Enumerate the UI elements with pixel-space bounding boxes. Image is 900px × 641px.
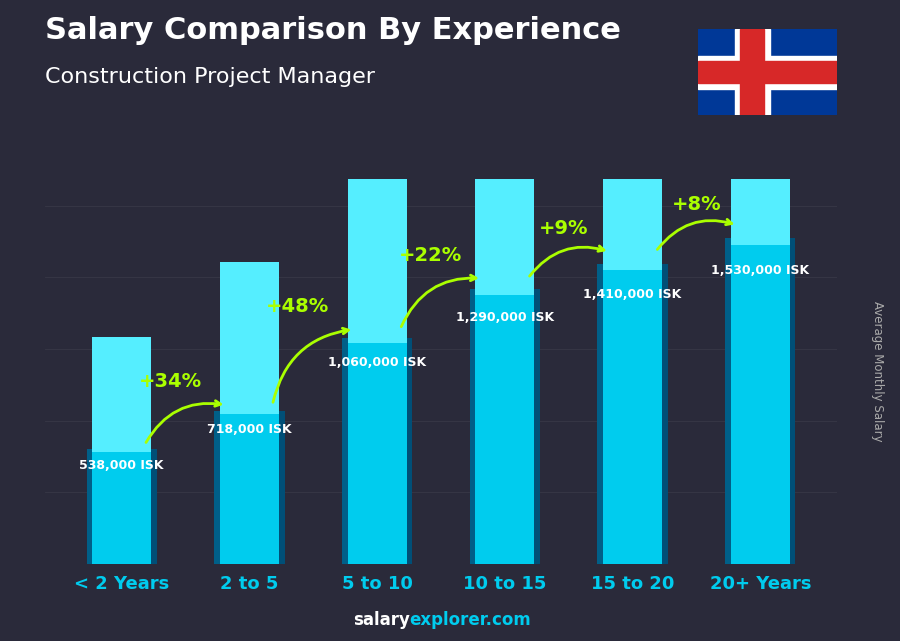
Bar <box>151 449 157 564</box>
Text: 1,060,000 ISK: 1,060,000 ISK <box>328 356 427 369</box>
Bar <box>598 263 603 564</box>
Text: 718,000 ISK: 718,000 ISK <box>207 423 292 437</box>
Text: 538,000 ISK: 538,000 ISK <box>79 459 164 472</box>
Bar <box>214 411 220 564</box>
Bar <box>220 262 279 415</box>
Text: Average Monthly Salary: Average Monthly Salary <box>871 301 884 442</box>
Bar <box>731 238 790 564</box>
Bar <box>347 338 407 564</box>
Bar <box>475 21 535 296</box>
Bar <box>220 411 279 564</box>
Bar <box>92 449 151 564</box>
Bar <box>86 449 92 564</box>
Bar <box>741 29 764 115</box>
Text: +48%: +48% <box>266 297 329 315</box>
Bar <box>698 56 837 88</box>
Bar <box>725 238 731 564</box>
Bar <box>698 61 837 83</box>
Bar <box>475 289 535 564</box>
Bar <box>342 338 347 564</box>
Bar <box>790 238 796 564</box>
Bar <box>734 29 770 115</box>
Text: Salary Comparison By Experience: Salary Comparison By Experience <box>45 16 621 45</box>
Text: +8%: +8% <box>671 195 721 213</box>
Bar <box>731 0 790 246</box>
Bar <box>92 337 151 452</box>
Bar <box>347 117 407 343</box>
Bar <box>535 289 540 564</box>
Bar <box>470 289 475 564</box>
Bar <box>603 0 662 271</box>
Text: 1,530,000 ISK: 1,530,000 ISK <box>711 264 809 277</box>
Bar <box>662 263 668 564</box>
Text: 1,290,000 ISK: 1,290,000 ISK <box>455 312 554 324</box>
Text: +9%: +9% <box>539 219 589 238</box>
Text: +34%: +34% <box>139 372 202 391</box>
Bar <box>279 411 284 564</box>
Text: 1,410,000 ISK: 1,410,000 ISK <box>583 288 681 301</box>
Text: explorer.com: explorer.com <box>410 612 531 629</box>
Text: salary: salary <box>353 612 410 629</box>
Text: +22%: +22% <box>400 246 463 265</box>
Bar <box>407 338 412 564</box>
Text: Construction Project Manager: Construction Project Manager <box>45 67 375 87</box>
Bar <box>603 263 662 564</box>
